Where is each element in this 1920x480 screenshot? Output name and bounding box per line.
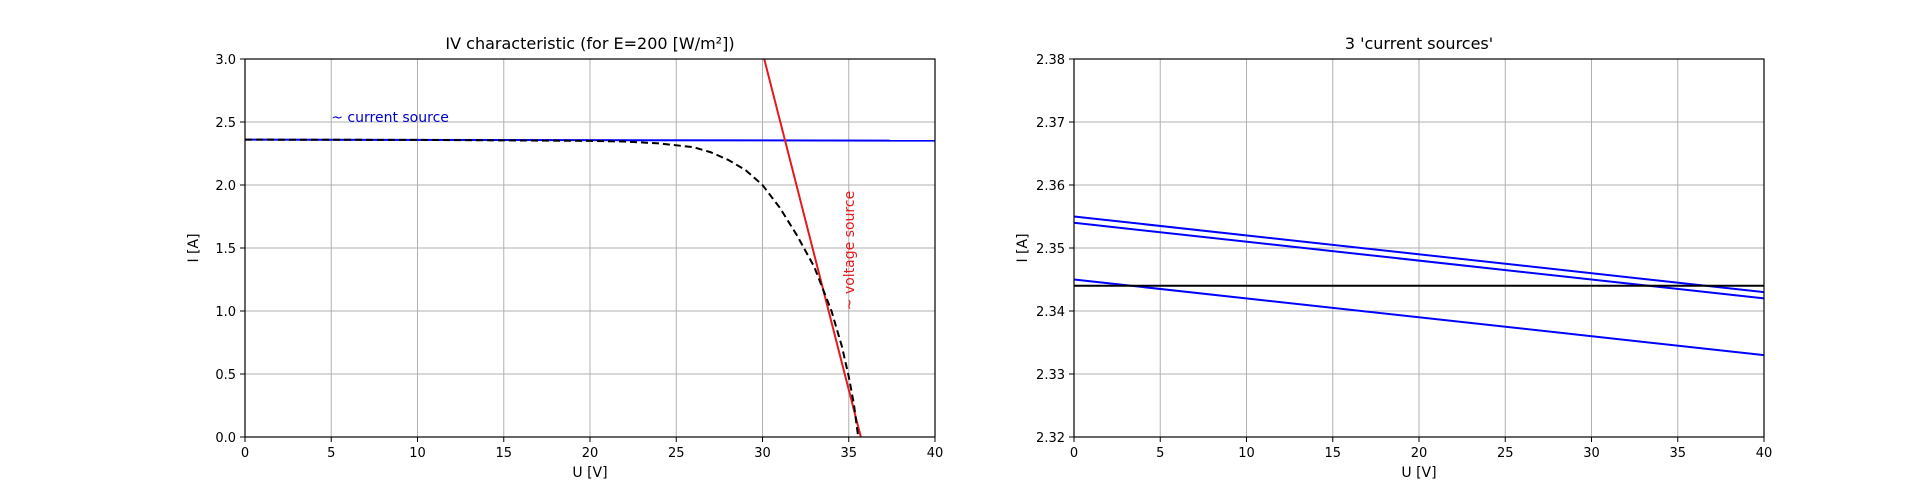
y-tick-label: 2.35	[1036, 242, 1065, 257]
y-tick-label: 1.0	[215, 305, 236, 320]
x-tick-label: 30	[754, 446, 771, 461]
y-tick-label: 3.0	[215, 53, 236, 68]
x-tick-label: 5	[1156, 446, 1164, 461]
x-axis-label: U [V]	[1401, 465, 1436, 480]
x-tick-label: 30	[1583, 446, 1600, 461]
x-tick-label: 20	[1411, 446, 1428, 461]
current-sources-chart: 0 5 10 15 20 25 30 35 40 2.32 2.33 2.34 2.35 2.36 2.37…	[1015, 34, 1772, 480]
y-tick-label: 2.0	[215, 179, 236, 194]
y-tick-label: 2.36	[1036, 179, 1065, 194]
x-tick-label: 20	[582, 446, 599, 461]
y-tick-label: 0.5	[215, 368, 236, 383]
x-tick-label: 25	[668, 446, 685, 461]
x-tick-label: 40	[1756, 446, 1773, 461]
y-tick-label: 2.38	[1036, 53, 1065, 68]
plot-frame	[1073, 58, 1765, 438]
annotation-label: ~ voltage source	[842, 191, 858, 310]
x-tick-label: 5	[327, 446, 335, 461]
series-line-1	[763, 58, 862, 438]
x-tick-label: 35	[840, 446, 857, 461]
plot-frame	[244, 58, 936, 438]
series-line-2	[1073, 278, 1765, 357]
y-tick-label: 2.33	[1036, 368, 1065, 383]
y-tick-label: 0.0	[215, 431, 236, 446]
series-line-2	[244, 138, 860, 438]
x-tick-label: 15	[495, 446, 512, 461]
x-tick-label: 0	[1070, 446, 1078, 461]
x-tick-label: 0	[241, 446, 249, 461]
iv-characteristic-chart: 0 5 10 15 20 25 30 35 40 0.0 0.5 1.0 1.5 2.0 2.5 3.0 ~ c…	[186, 34, 943, 480]
y-tick-label: 2.37	[1036, 116, 1065, 131]
y-axis-label: I [A]	[1015, 233, 1031, 262]
y-axis-label: I [A]	[186, 233, 202, 262]
x-tick-label: 15	[1324, 446, 1341, 461]
x-tick-label: 40	[927, 446, 944, 461]
y-tick-label: 2.32	[1036, 431, 1065, 446]
chart-title: 3 'current sources'	[1345, 34, 1493, 53]
series-line-0	[1073, 215, 1765, 294]
x-tick-label: 10	[409, 446, 426, 461]
chart-title: IV characteristic (for E=200 [W/m²])	[445, 34, 734, 53]
y-tick-label: 2.5	[215, 116, 236, 131]
x-tick-label: 25	[1497, 446, 1514, 461]
x-tick-label: 35	[1669, 446, 1686, 461]
x-tick-label: 10	[1238, 446, 1255, 461]
x-axis-label: U [V]	[572, 465, 607, 480]
annotation-label: ~ current source	[331, 110, 449, 126]
y-tick-label: 2.34	[1036, 305, 1065, 320]
y-tick-label: 1.5	[215, 242, 236, 257]
